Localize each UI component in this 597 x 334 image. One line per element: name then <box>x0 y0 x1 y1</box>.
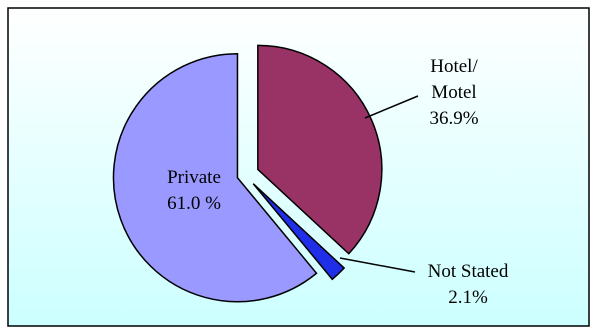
leader-line <box>339 257 416 273</box>
pie-slice <box>252 183 346 281</box>
slice-labels: Hotel/Motel 36.9% Not Stated 2.1% Private 61.… <box>167 56 509 308</box>
slice-category-label: Hotel/ <box>430 56 478 77</box>
leader-lines <box>339 95 419 273</box>
slice-category-label: Motel <box>431 82 476 103</box>
slice-value-label: 36.9% <box>429 108 478 129</box>
pie-slice <box>112 52 318 303</box>
slice-value-label: 2.1% <box>448 287 488 308</box>
slice-value-label: 61.0 % <box>167 193 221 214</box>
leader-line <box>364 95 419 119</box>
slice-category-label: Private <box>167 167 221 188</box>
pie-slice <box>257 44 383 255</box>
slice-category-label: Not Stated <box>428 261 509 282</box>
pie-slices <box>112 44 383 303</box>
